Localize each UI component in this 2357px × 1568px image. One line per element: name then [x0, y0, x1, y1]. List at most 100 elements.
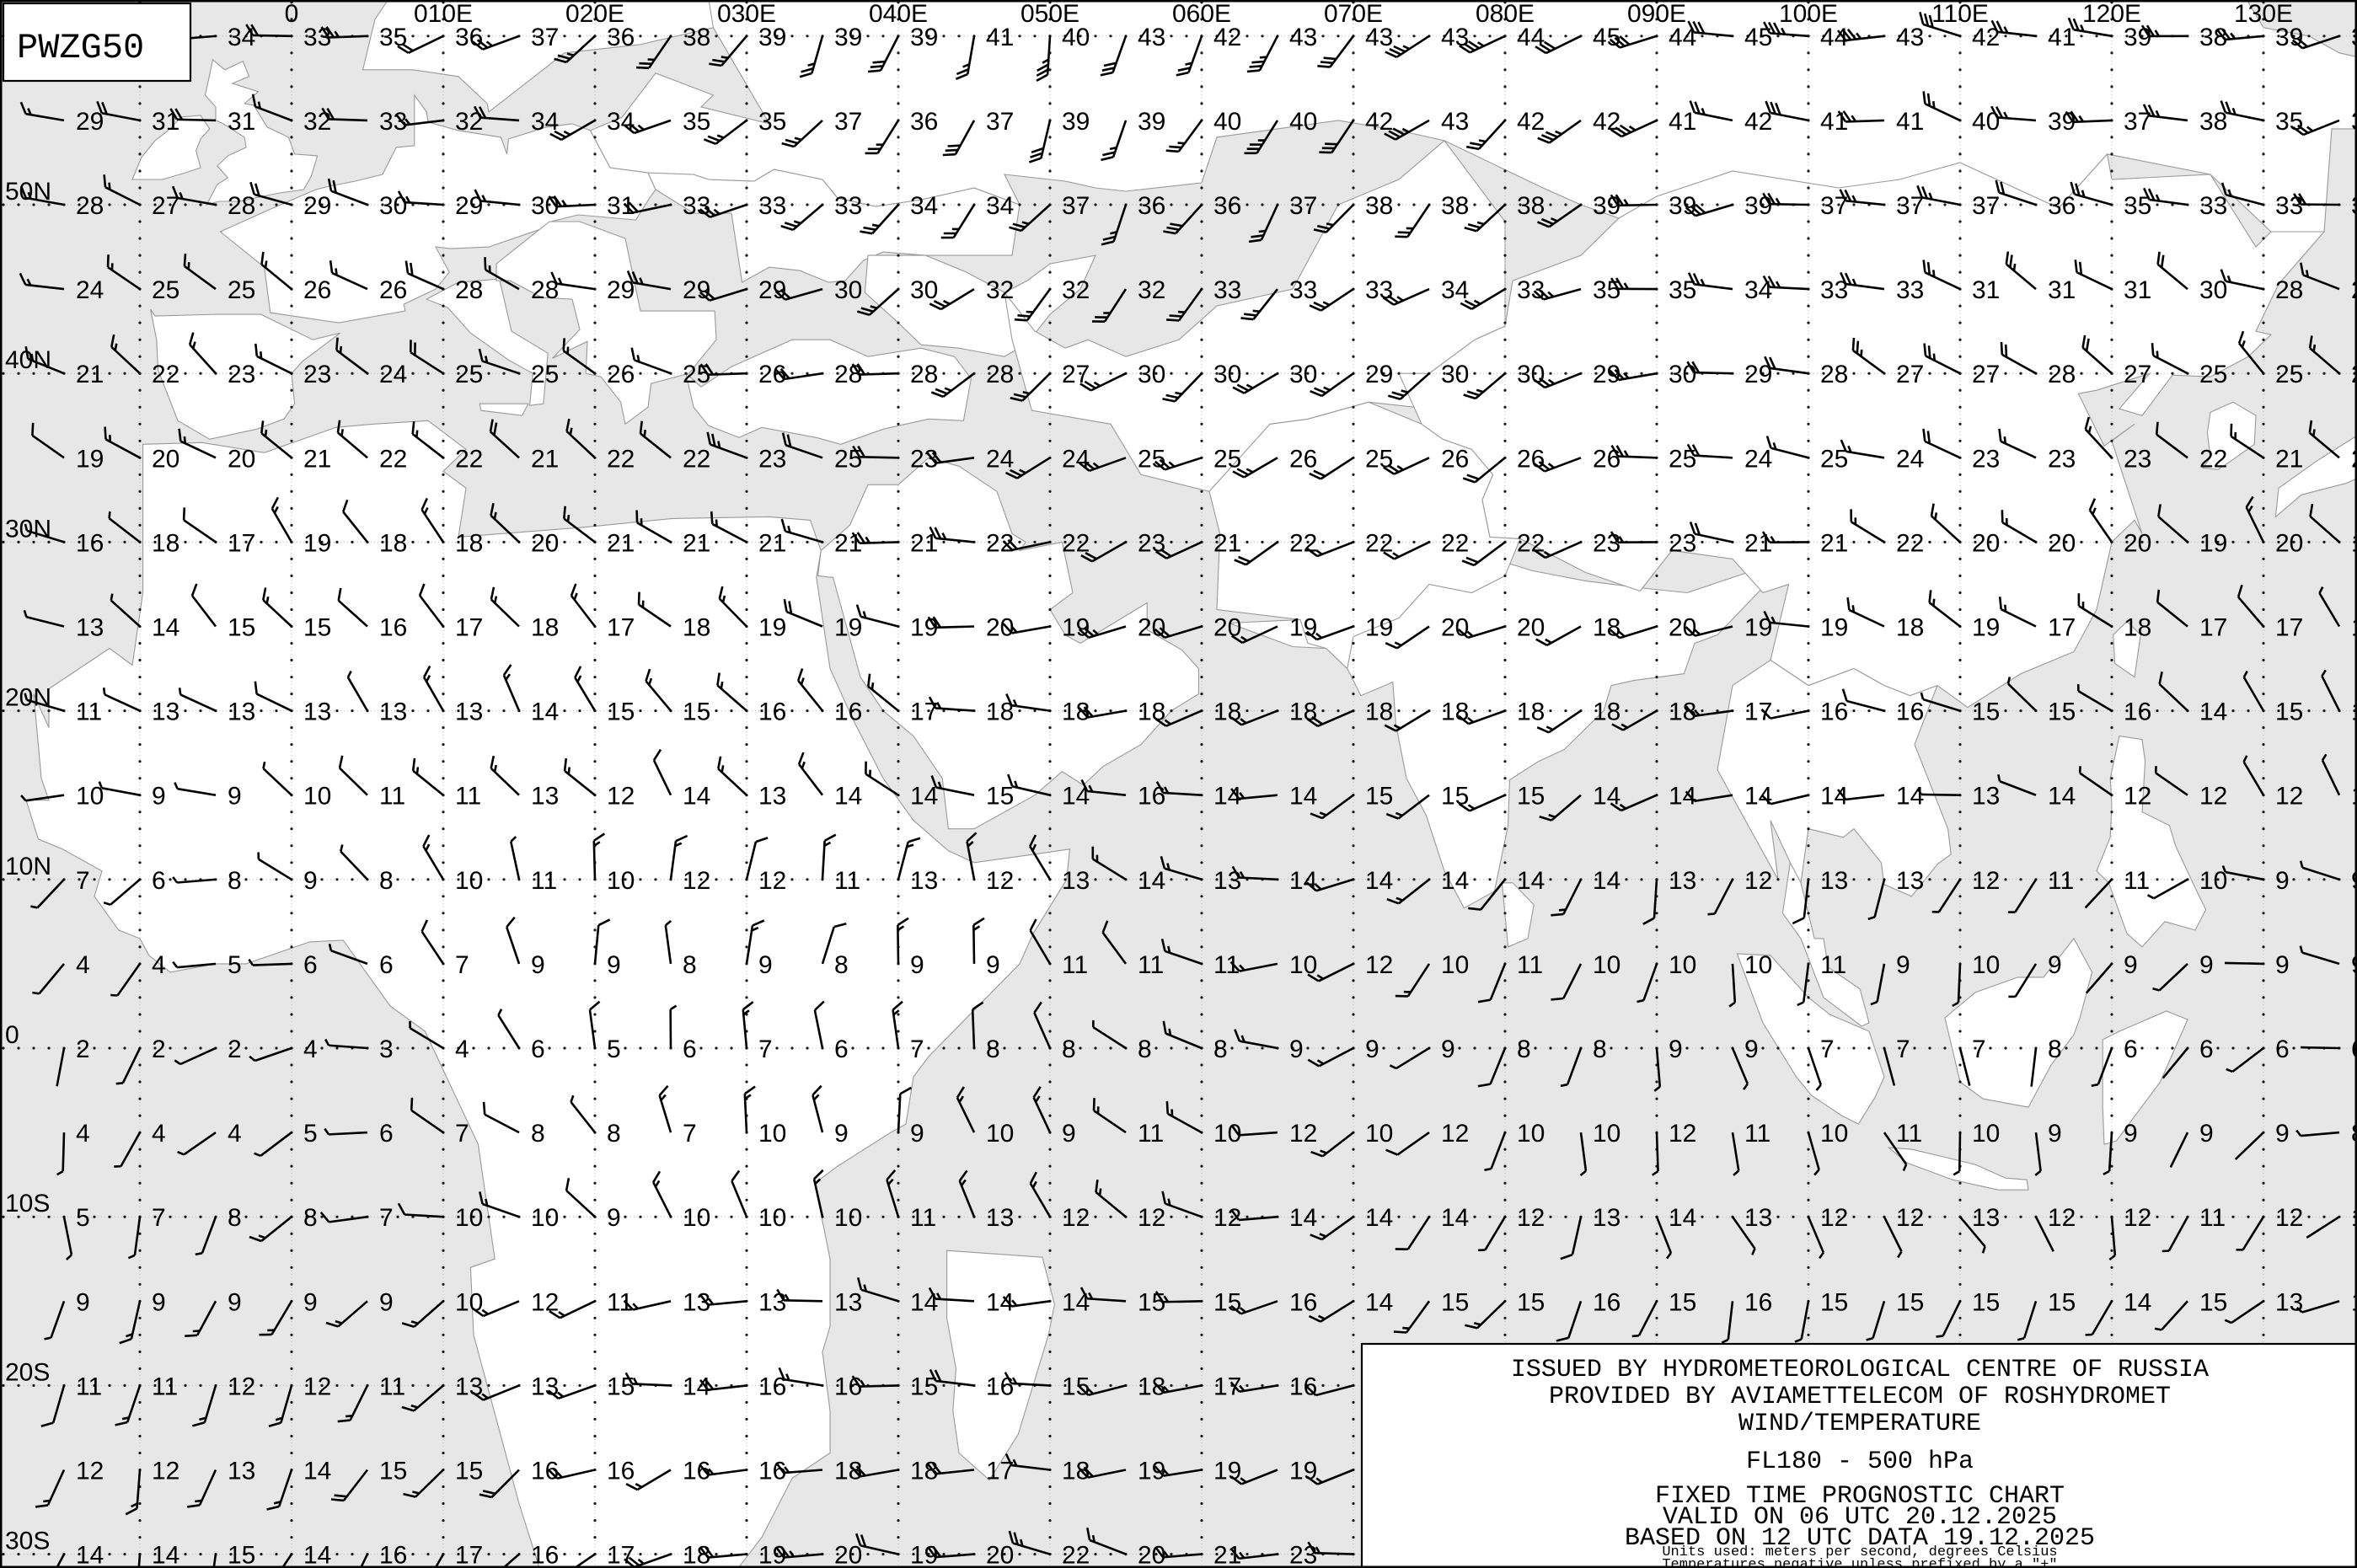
svg-text:20: 20 — [834, 1542, 862, 1568]
svg-text:7: 7 — [758, 1036, 773, 1063]
svg-text:11: 11 — [76, 698, 102, 726]
svg-text:30: 30 — [834, 276, 862, 304]
svg-text:43: 43 — [1138, 24, 1165, 51]
svg-text:32: 32 — [303, 108, 331, 136]
svg-text:13: 13 — [1062, 867, 1090, 895]
svg-text:18: 18 — [379, 529, 407, 557]
svg-text:6: 6 — [531, 1036, 545, 1063]
svg-text:30: 30 — [910, 276, 938, 304]
svg-text:14: 14 — [1062, 1288, 1090, 1316]
svg-text:14: 14 — [76, 1542, 104, 1568]
svg-text:28: 28 — [986, 361, 1014, 388]
svg-text:9: 9 — [76, 1288, 90, 1316]
svg-text:6: 6 — [379, 1120, 394, 1148]
svg-text:20: 20 — [986, 1542, 1014, 1568]
svg-text:16: 16 — [1289, 1373, 1317, 1400]
svg-text:40: 40 — [1289, 108, 1317, 136]
svg-text:22: 22 — [1062, 1542, 1090, 1568]
svg-text:13: 13 — [1820, 867, 1848, 895]
svg-text:30: 30 — [1213, 361, 1241, 388]
svg-text:11: 11 — [607, 1288, 633, 1316]
svg-text:27: 27 — [152, 192, 179, 220]
svg-text:39: 39 — [1138, 108, 1165, 136]
svg-text:8: 8 — [228, 1204, 242, 1232]
svg-text:11: 11 — [834, 867, 860, 895]
svg-text:41: 41 — [986, 24, 1014, 51]
svg-text:11: 11 — [379, 1373, 405, 1400]
svg-text:31: 31 — [2048, 276, 2076, 304]
svg-text:17: 17 — [2048, 614, 2076, 642]
svg-text:11: 11 — [379, 783, 405, 811]
svg-text:14: 14 — [531, 698, 559, 726]
svg-text:9: 9 — [228, 783, 242, 811]
svg-text:18: 18 — [152, 529, 179, 557]
svg-text:9: 9 — [1744, 1036, 1759, 1063]
svg-text:13: 13 — [152, 698, 179, 726]
svg-text:25: 25 — [531, 361, 559, 388]
svg-text:32: 32 — [455, 108, 483, 136]
svg-text:10: 10 — [1365, 1120, 1393, 1148]
svg-text:14: 14 — [303, 1542, 331, 1568]
svg-text:43: 43 — [1896, 24, 1924, 51]
svg-text:35: 35 — [758, 108, 786, 136]
svg-text:14: 14 — [152, 1542, 179, 1568]
svg-text:34: 34 — [910, 192, 938, 220]
svg-text:8: 8 — [834, 951, 849, 979]
svg-text:12: 12 — [1517, 1204, 1545, 1232]
svg-text:20: 20 — [1138, 614, 1165, 642]
svg-text:14: 14 — [1441, 1204, 1469, 1232]
svg-text:36: 36 — [2048, 192, 2076, 220]
svg-text:39: 39 — [1744, 192, 1772, 220]
svg-text:16: 16 — [379, 614, 407, 642]
svg-text:27: 27 — [1972, 361, 2000, 388]
svg-text:11: 11 — [1213, 951, 1240, 979]
svg-text:7: 7 — [1972, 1036, 1986, 1063]
svg-text:35: 35 — [683, 108, 710, 136]
svg-text:13: 13 — [76, 614, 104, 642]
svg-text:28: 28 — [228, 192, 255, 220]
svg-text:20: 20 — [1669, 614, 1696, 642]
svg-text:8: 8 — [1138, 1036, 1152, 1063]
svg-text:17: 17 — [455, 1542, 483, 1568]
svg-text:14: 14 — [1138, 867, 1165, 895]
svg-text:18: 18 — [1593, 614, 1620, 642]
svg-text:14: 14 — [152, 614, 179, 642]
svg-text:12: 12 — [607, 783, 635, 811]
svg-text:21: 21 — [683, 529, 710, 557]
svg-text:13: 13 — [1972, 1204, 2000, 1232]
svg-text:18: 18 — [455, 529, 483, 557]
svg-text:26: 26 — [303, 276, 331, 304]
svg-text:16: 16 — [1289, 1288, 1317, 1316]
svg-text:16: 16 — [1744, 1288, 1772, 1316]
svg-text:24: 24 — [1896, 445, 1924, 473]
svg-text:19: 19 — [76, 445, 104, 473]
svg-text:28: 28 — [2048, 361, 2076, 388]
svg-text:11: 11 — [1138, 1120, 1164, 1148]
svg-text:29: 29 — [683, 276, 710, 304]
svg-text:15: 15 — [1972, 698, 2000, 726]
svg-text:9: 9 — [910, 951, 924, 979]
svg-text:10: 10 — [531, 1204, 559, 1232]
svg-text:14: 14 — [1289, 867, 1317, 895]
svg-text:12: 12 — [1820, 1204, 1848, 1232]
svg-text:5: 5 — [228, 951, 242, 979]
svg-text:15: 15 — [607, 698, 635, 726]
svg-text:3: 3 — [379, 1036, 394, 1063]
svg-text:9: 9 — [152, 1288, 166, 1316]
svg-text:28: 28 — [455, 276, 483, 304]
svg-text:13: 13 — [455, 698, 483, 726]
svg-text:43: 43 — [1289, 24, 1317, 51]
svg-text:13: 13 — [1669, 867, 1696, 895]
svg-text:10: 10 — [758, 1120, 786, 1148]
svg-text:7: 7 — [683, 1120, 697, 1148]
svg-text:10: 10 — [607, 867, 635, 895]
svg-text:11: 11 — [76, 1373, 102, 1400]
svg-text:14: 14 — [910, 783, 938, 811]
svg-text:13: 13 — [303, 698, 331, 726]
svg-text:18: 18 — [1138, 1373, 1165, 1400]
svg-text:22: 22 — [683, 445, 710, 473]
svg-text:37: 37 — [1896, 192, 1924, 220]
svg-text:25: 25 — [228, 276, 255, 304]
svg-text:16: 16 — [1820, 698, 1848, 726]
svg-text:23: 23 — [910, 445, 938, 473]
